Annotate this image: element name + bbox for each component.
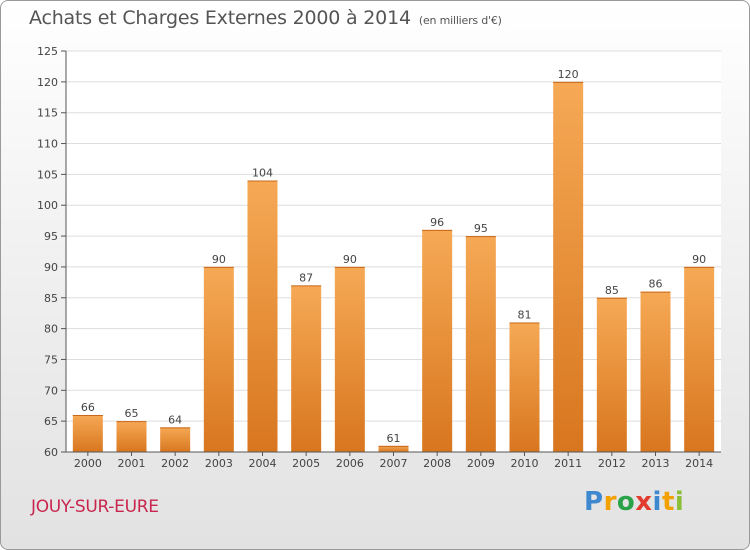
bar xyxy=(203,266,234,452)
y-tick-label: 125 xyxy=(37,45,58,58)
x-tick-label: 2013 xyxy=(642,457,670,470)
location-name: JOUY-SUR-EURE xyxy=(31,497,159,517)
x-tick-label: 2001 xyxy=(118,457,146,470)
data-label: 81 xyxy=(518,308,532,321)
y-tick-label: 85 xyxy=(44,292,58,305)
data-label: 86 xyxy=(649,278,663,291)
bar xyxy=(378,445,409,452)
y-tick-label: 90 xyxy=(44,261,58,274)
data-label: 61 xyxy=(387,432,401,445)
logo-letter: o xyxy=(616,487,636,517)
y-tick-label: 95 xyxy=(44,230,58,243)
x-tick-label: 2011 xyxy=(554,457,582,470)
logo-letter: r xyxy=(603,487,617,517)
bar xyxy=(334,266,365,452)
x-tick-label: 2004 xyxy=(249,457,277,470)
x-tick-label: 2005 xyxy=(292,457,320,470)
data-label: 64 xyxy=(168,413,182,426)
x-tick-label: 2012 xyxy=(598,457,626,470)
data-label: 90 xyxy=(343,253,357,266)
bar xyxy=(72,414,103,452)
bar xyxy=(116,421,147,452)
data-label: 90 xyxy=(692,253,706,266)
x-tick-label: 2000 xyxy=(74,457,102,470)
y-tick-label: 105 xyxy=(37,168,58,181)
x-tick-label: 2006 xyxy=(336,457,364,470)
logo-letter: t xyxy=(661,487,675,517)
y-tick-label: 65 xyxy=(44,415,58,428)
data-label: 85 xyxy=(605,284,619,297)
data-label: 90 xyxy=(212,253,226,266)
bar xyxy=(640,291,671,452)
data-label: 87 xyxy=(299,271,313,284)
data-label: 120 xyxy=(558,68,579,81)
logo-letter: x xyxy=(635,487,653,517)
data-label: 66 xyxy=(81,401,95,414)
bar xyxy=(247,180,278,453)
x-tick-label: 2002 xyxy=(161,457,189,470)
x-tick-label: 2010 xyxy=(511,457,539,470)
proxiti-logo: Proxiti xyxy=(584,487,684,517)
bar xyxy=(509,322,540,452)
y-tick-label: 80 xyxy=(44,323,58,336)
x-tick-label: 2008 xyxy=(423,457,451,470)
y-tick-label: 110 xyxy=(37,138,58,151)
logo-letter: i xyxy=(652,487,662,517)
y-tick-label: 115 xyxy=(37,107,58,120)
x-tick-label: 2007 xyxy=(380,457,408,470)
data-label: 95 xyxy=(474,222,488,235)
x-tick-label: 2014 xyxy=(685,457,713,470)
x-tick-label: 2003 xyxy=(205,457,233,470)
y-tick-label: 100 xyxy=(37,199,58,212)
x-tick-label: 2009 xyxy=(467,457,495,470)
chart-title: Achats et Charges Externes 2000 à 2014 (e… xyxy=(29,7,502,29)
y-tick-label: 70 xyxy=(44,384,58,397)
bar xyxy=(422,229,453,452)
bar xyxy=(684,266,715,452)
y-tick-label: 75 xyxy=(44,353,58,366)
logo-letter: P xyxy=(584,487,604,517)
y-tick-label: 60 xyxy=(44,446,58,459)
y-tick-label: 120 xyxy=(37,76,58,89)
data-label: 65 xyxy=(125,407,139,420)
logo-letter: i xyxy=(674,487,685,517)
bar xyxy=(291,285,322,452)
data-label: 96 xyxy=(430,216,444,229)
bar xyxy=(553,81,584,452)
chart-title-text: Achats et Charges Externes 2000 à 2014 xyxy=(29,7,411,29)
bar xyxy=(160,427,191,452)
chart-subtitle: (en milliers d'€) xyxy=(418,14,502,27)
data-label: 104 xyxy=(252,167,273,180)
bar xyxy=(465,236,496,452)
bar xyxy=(596,297,627,452)
